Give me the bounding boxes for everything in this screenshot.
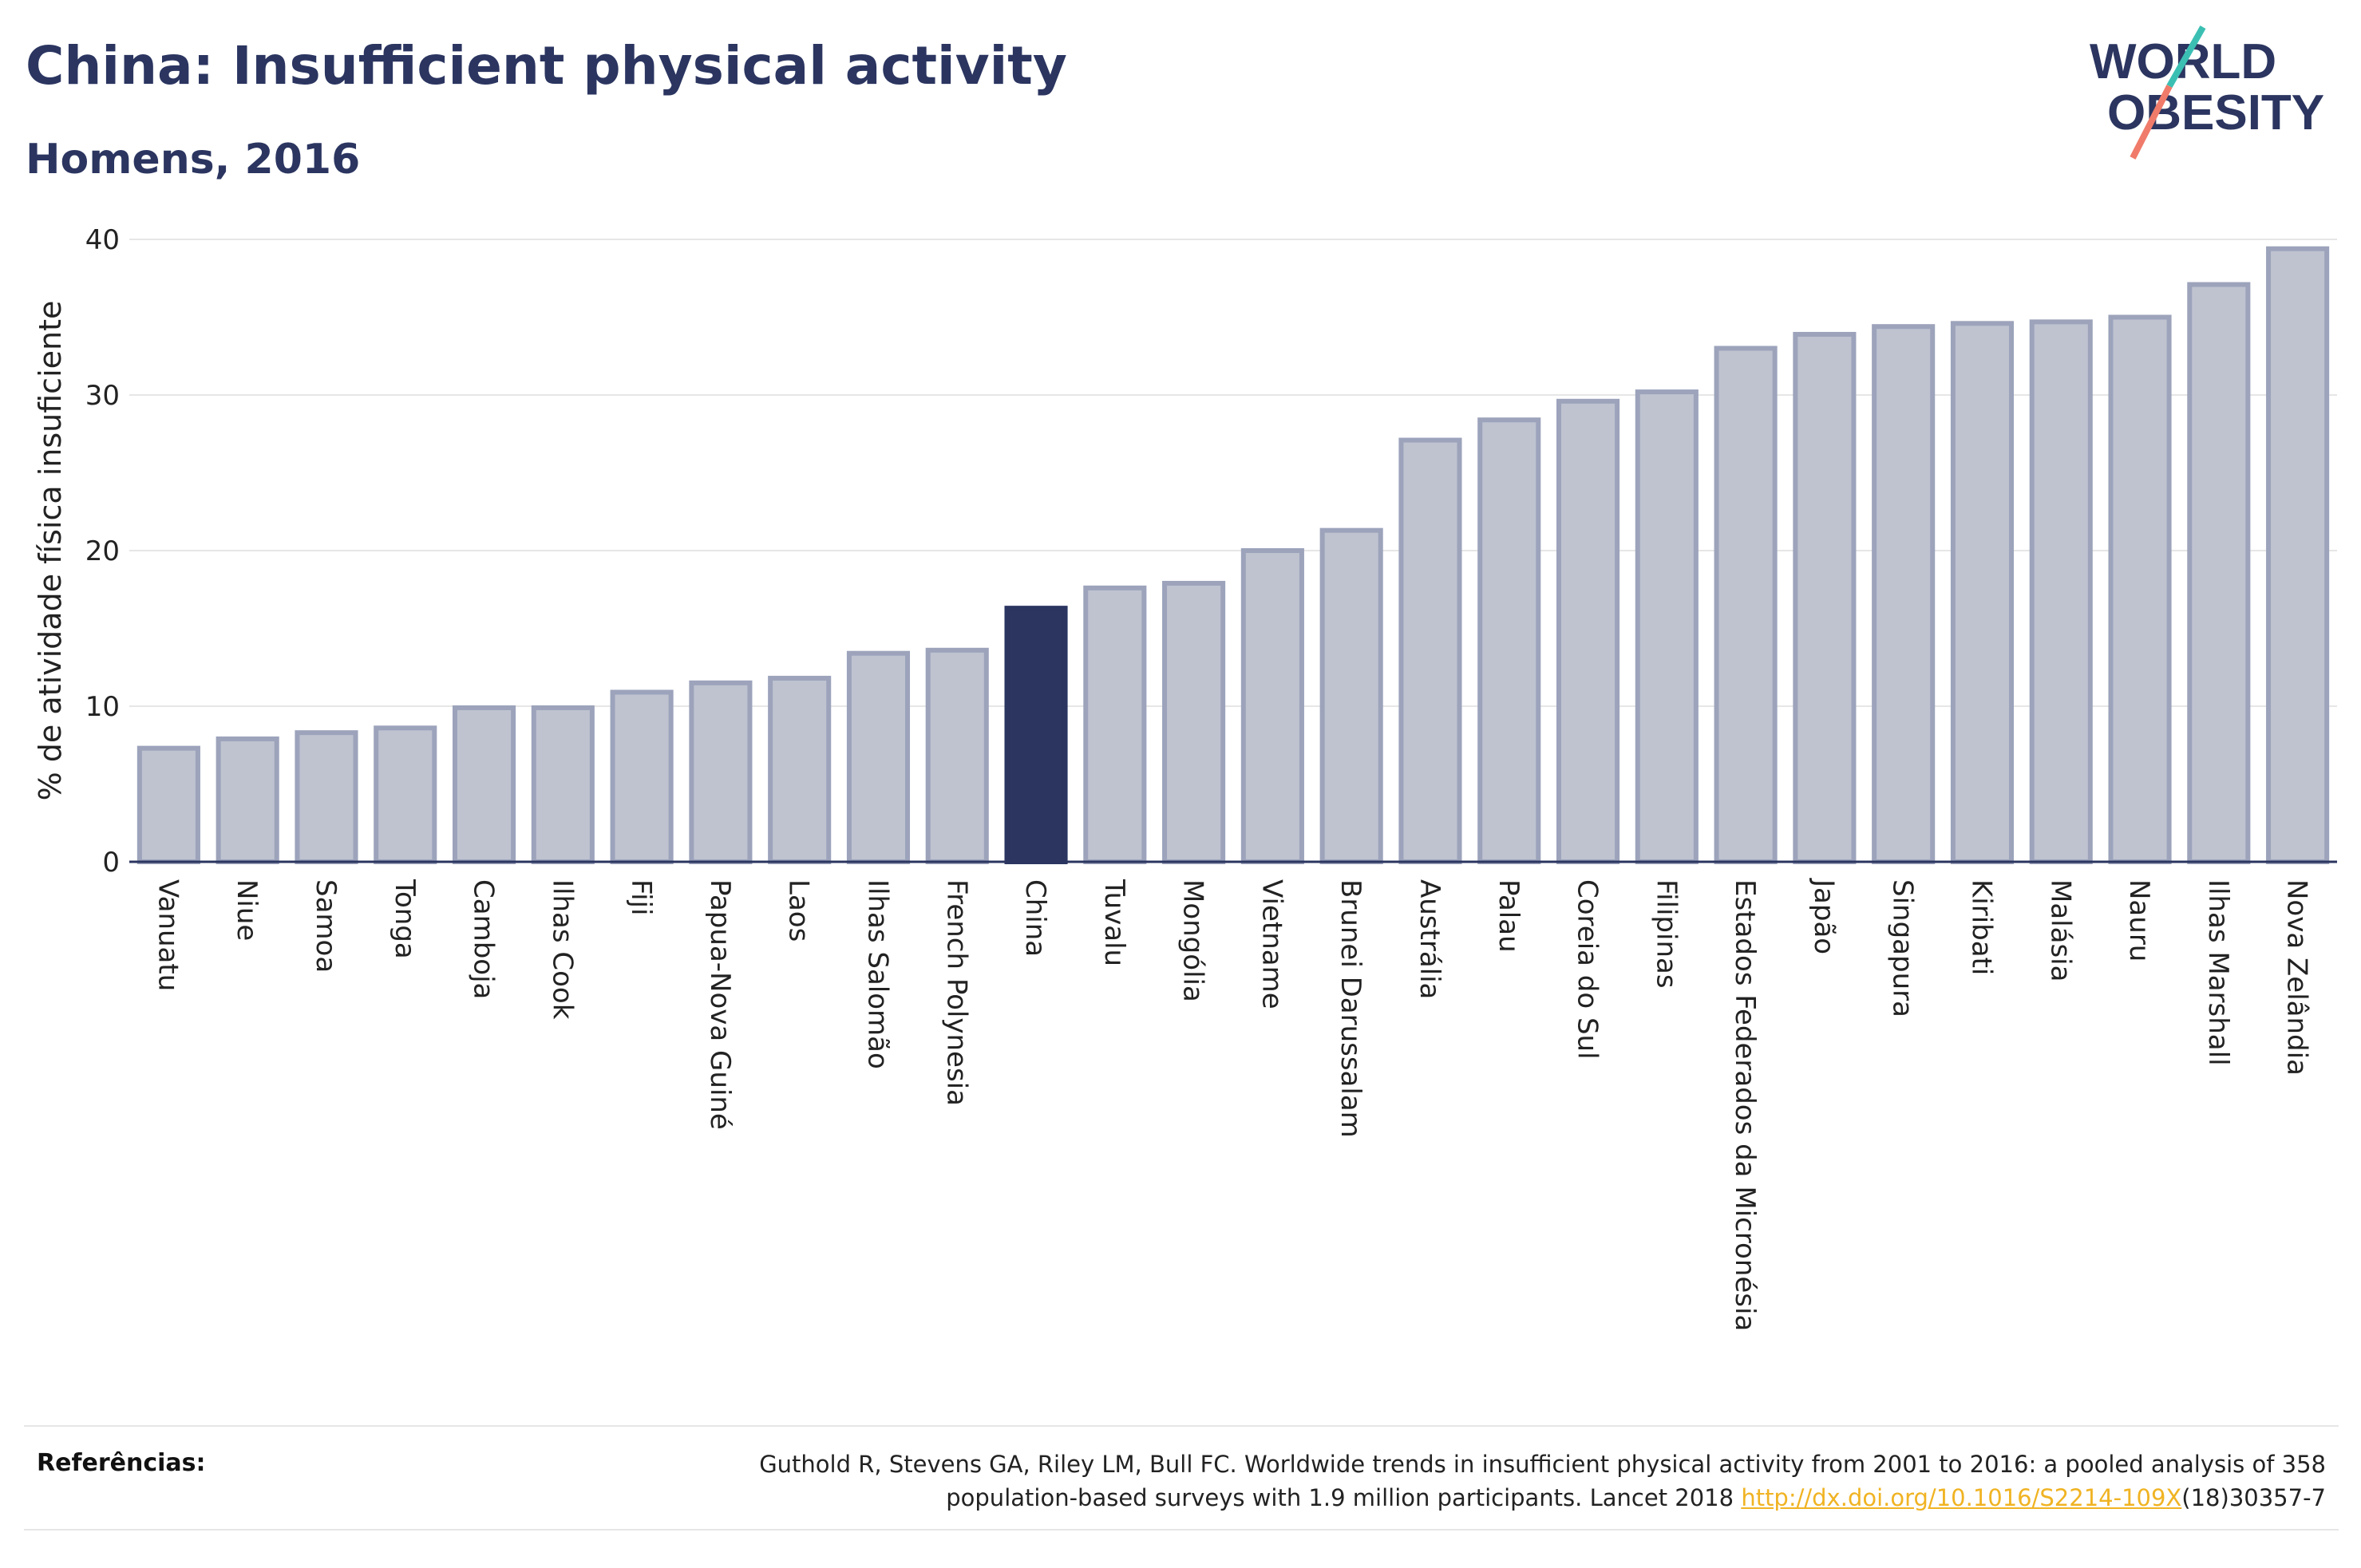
x-tick-label: Nauru: [2123, 879, 2155, 962]
bar-palau: [1477, 417, 1541, 864]
bar-coreia-do-sul: [1556, 398, 1620, 864]
bar-estados-federados-da-micron-sia: [1714, 346, 1778, 864]
bar-kiribati: [1950, 321, 2015, 864]
bar-jap-o: [1793, 331, 1857, 864]
y-tick-label: 40: [85, 224, 120, 256]
bar-ilhas-marshall: [2187, 282, 2251, 864]
x-tick-label: French Polynesia: [940, 879, 972, 1106]
bar-mal-sia: [2029, 319, 2093, 865]
x-tick-label: Coreia do Sul: [1572, 879, 1604, 1060]
bar-china: [1004, 606, 1068, 865]
bar-fiji: [610, 689, 674, 865]
x-tick-label: Brunei Darussalam: [1335, 879, 1366, 1138]
bar-vietname: [1240, 548, 1304, 864]
x-tick-label: Ilhas Cook: [546, 879, 578, 1020]
bar-brunei-darussalam: [1319, 527, 1383, 865]
x-tick-label: Camboja: [468, 879, 500, 999]
bar-filipinas: [1635, 389, 1699, 865]
y-tick-label: 0: [102, 847, 120, 879]
y-axis-title: % de atividade física insuficiente: [33, 301, 68, 801]
logo-slash-coral: [2130, 85, 2173, 160]
logo-slash-teal: [2166, 26, 2206, 88]
x-tick-label: Malásia: [2044, 879, 2076, 981]
x-tick-label: Samoa: [310, 879, 342, 973]
page-title: China: Insufficient physical activity: [26, 35, 1067, 97]
x-tick-label: Estados Federados da Micronésia: [1729, 879, 1761, 1331]
x-tick-label: Vanuatu: [152, 879, 184, 991]
x-tick-label: Mongólia: [1177, 879, 1209, 1002]
bar-samoa: [295, 730, 358, 865]
y-tick-label: 10: [85, 691, 120, 723]
x-tick-label: China: [1019, 879, 1051, 957]
bar-vanuatu: [136, 745, 200, 865]
x-tick-label: Filipinas: [1650, 879, 1682, 989]
x-tick-label: Papua-Nova Guiné: [704, 879, 736, 1130]
reference-line-2: population-based surveys with 1.9 millio…: [946, 1484, 1742, 1511]
bar-ilhas-salom-o: [846, 650, 911, 864]
reference-line-2-suffix: (18)30357-7: [2181, 1484, 2326, 1511]
x-tick-label: Austrália: [1414, 879, 1445, 999]
x-tick-label: Tuvalu: [1098, 879, 1130, 966]
bar-chart: 0 10 20 30 40 % de atividade física insuficie…: [33, 224, 2337, 1331]
references-label: Referências:: [37, 1449, 206, 1477]
bar-mong-lia: [1162, 580, 1226, 864]
world-obesity-logo: WORLD OBESITY: [2090, 26, 2324, 160]
bar-tuvalu: [1083, 585, 1147, 864]
bar-nova-zel-ndia: [2266, 246, 2330, 864]
reference-line-1: Guthold R, Stevens GA, Riley LM, Bull FC…: [759, 1451, 2326, 1478]
x-tick-label: Ilhas Marshall: [2202, 879, 2234, 1066]
x-tick-label: Japão: [1808, 878, 1840, 954]
page-subtitle: Homens, 2016: [26, 136, 361, 184]
bar-papua-nova-guin-: [689, 680, 753, 864]
doi-link[interactable]: http://dx.doi.org/10.1016/S2214-109X: [1741, 1484, 2182, 1511]
x-tick-label: Tonga: [389, 879, 421, 959]
bar-tonga: [374, 725, 437, 864]
x-tick-label: Singapura: [1887, 879, 1919, 1017]
x-tick-label: Vietname: [1256, 879, 1287, 1009]
bar-french-polynesia: [925, 647, 989, 864]
references-panel: Referências: Guthold R, Stevens GA, Rile…: [24, 1425, 2339, 1530]
bar-niue: [216, 736, 279, 865]
references-text: Guthold R, Stevens GA, Riley LM, Bull FC…: [330, 1448, 2326, 1515]
x-tick-label: Nova Zelândia: [2281, 879, 2313, 1076]
bar-singapura: [1872, 324, 1936, 864]
bar-laos: [768, 675, 832, 865]
y-tick-label: 20: [85, 535, 120, 567]
bar-nauru: [2108, 314, 2172, 864]
x-tick-label: Ilhas Salomão: [861, 879, 893, 1069]
bar-camboja: [452, 705, 516, 865]
bar-austr-lia: [1398, 437, 1462, 864]
x-tick-label: Palau: [1493, 879, 1525, 953]
bar-ilhas-cook: [531, 705, 595, 865]
x-tick-label: Kiribati: [1965, 879, 1997, 975]
x-tick-label: Fiji: [625, 879, 657, 915]
x-tick-label: Niue: [231, 879, 263, 941]
x-tick-label: Laos: [783, 879, 815, 942]
y-tick-label: 30: [85, 380, 120, 412]
